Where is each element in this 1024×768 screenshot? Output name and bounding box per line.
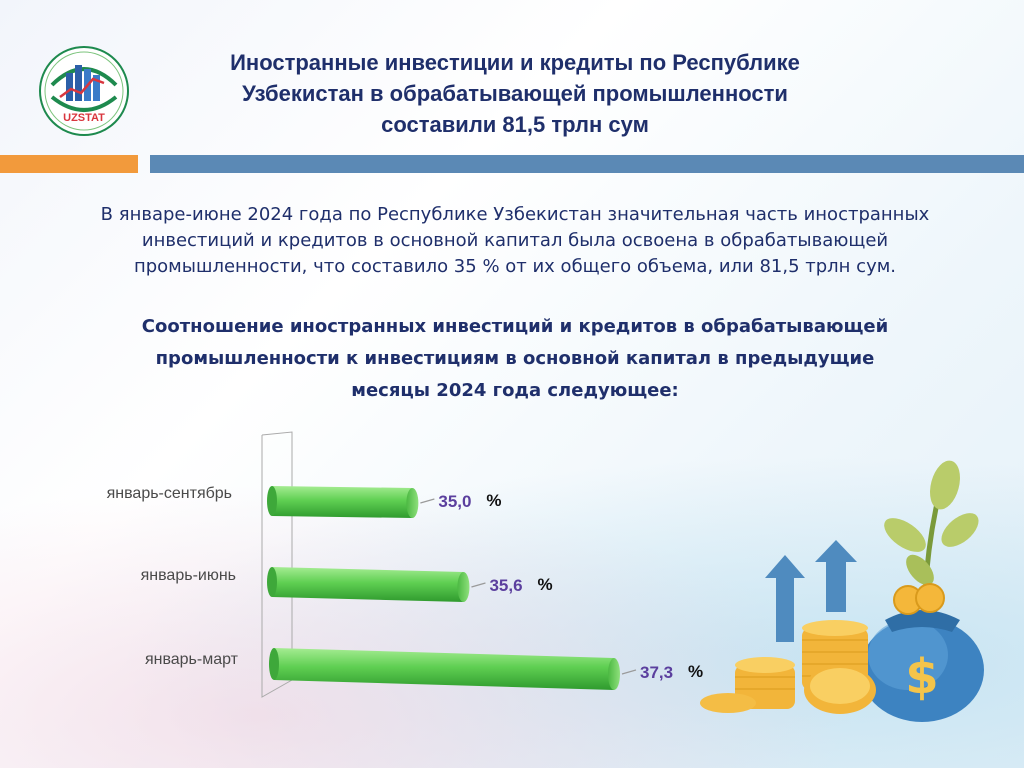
title-line: составили 81,5 трлн сум — [381, 112, 649, 137]
divider-orange — [0, 155, 138, 173]
bar-end-cap — [608, 658, 620, 690]
heading-line: Соотношение иностранных инвестиций и кре… — [141, 316, 889, 337]
title-line: Узбекистан в обрабатывающей промышленнос… — [242, 81, 788, 106]
bar-body — [272, 486, 413, 518]
intro-line: инвестиций и кредитов в основной капитал… — [141, 230, 889, 251]
bar-2 — [267, 567, 470, 602]
bar-3 — [269, 648, 620, 690]
bar-end-cap — [406, 488, 419, 518]
category-label: январь-март — [145, 651, 239, 668]
bar-start-cap — [269, 648, 279, 680]
value-leader-line — [621, 669, 637, 675]
intro-line: промышленности, что составило 35 % от их… — [133, 256, 897, 277]
intro-line: В январе-июне 2024 года по Республике Уз… — [100, 204, 930, 225]
category-label: январь-июнь — [141, 567, 236, 584]
value-unit: % — [486, 491, 501, 510]
coin-icon — [804, 666, 876, 714]
chart-heading: Соотношение иностранных инвестиций и кре… — [60, 311, 970, 407]
value-label: 35,6 — [489, 576, 522, 595]
value-label: 35,0 — [438, 492, 471, 511]
bar-chart: январь-сентябрь 35,0 % январь-июнь 35,6 % янва… — [107, 431, 703, 698]
value-unit: % — [537, 575, 552, 594]
value-leader-line — [471, 582, 486, 588]
bar-start-cap — [267, 567, 277, 597]
divider-blue — [150, 155, 1024, 173]
bar-body — [274, 648, 614, 690]
uzstat-logo: UZSTAT — [39, 46, 129, 136]
intro-paragraph: В январе-июне 2024 года по Республике Уз… — [55, 202, 975, 280]
heading-line: месяцы 2024 года следующее: — [351, 380, 679, 401]
svg-text:$: $ — [905, 649, 938, 705]
title-line: Иностранные инвестиции и кредиты по Респ… — [230, 50, 800, 75]
money-illustration: $ — [700, 460, 984, 722]
coin-stack-icon — [700, 657, 795, 713]
category-label: январь-сентябрь — [107, 485, 232, 502]
sprout-icon — [884, 460, 979, 596]
heading-line: промышленности к инвестициям в основной … — [155, 348, 875, 369]
logo-text: UZSTAT — [63, 112, 105, 124]
page-title: Иностранные инвестиции и кредиты по Респ… — [140, 47, 890, 140]
value-label: 37,3 — [640, 663, 673, 682]
bar-body — [272, 567, 464, 602]
value-leader-line — [420, 498, 435, 504]
bar-1 — [267, 486, 419, 518]
dollar-sign-icon: $ — [905, 649, 938, 705]
value-unit: % — [688, 662, 703, 681]
money-bag-icon — [860, 583, 984, 722]
arrow-up-icon — [815, 540, 857, 612]
bar-end-cap — [457, 572, 470, 602]
bar-start-cap — [267, 486, 277, 516]
arrow-up-icon — [765, 555, 805, 642]
